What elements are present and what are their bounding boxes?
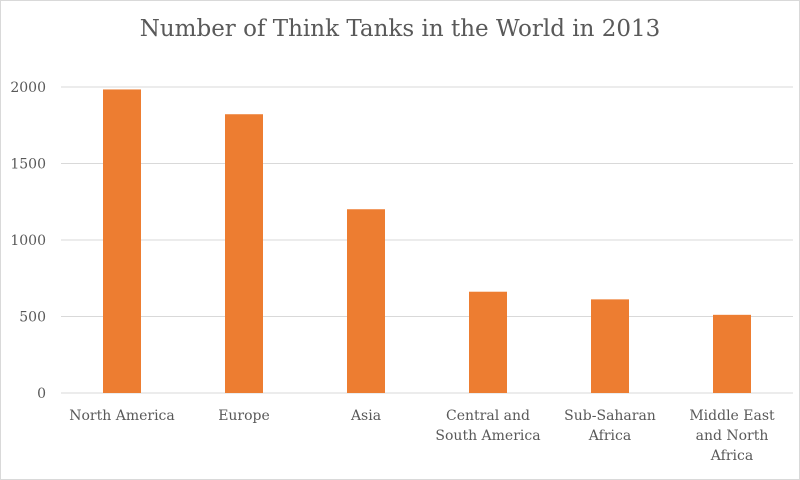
- x-category-label: Sub-Saharan Africa: [564, 408, 656, 444]
- x-category-label: Asia: [350, 408, 381, 424]
- y-tick-label: 1000: [10, 233, 46, 249]
- bar-asia: [347, 209, 385, 393]
- bar-middle-east-and-north-africa: [713, 314, 751, 393]
- y-tick-label: 2000: [10, 80, 46, 96]
- x-category-label: Europe: [218, 408, 270, 424]
- y-tick-label: 1500: [10, 157, 46, 173]
- x-category-label: Middle East and North Africa: [689, 408, 775, 464]
- bar-sub-saharan-africa: [591, 299, 629, 393]
- x-category-label: North America: [69, 408, 175, 424]
- x-category-label: Central and South America: [435, 408, 540, 444]
- y-tick-label: 0: [37, 386, 46, 402]
- chart-title: Number of Think Tanks in the World in 20…: [139, 16, 661, 42]
- bar-north-america: [103, 89, 141, 393]
- bar-central-and-south-america: [469, 291, 507, 393]
- y-tick-label: 500: [19, 310, 46, 326]
- bar-europe: [225, 114, 263, 393]
